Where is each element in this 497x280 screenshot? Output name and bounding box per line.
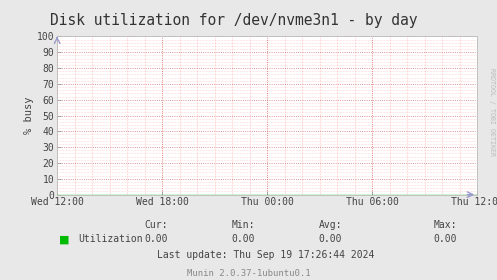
- Text: Munin 2.0.37-1ubuntu0.1: Munin 2.0.37-1ubuntu0.1: [187, 269, 310, 277]
- Text: Cur:: Cur:: [145, 220, 168, 230]
- Text: Last update: Thu Sep 19 17:26:44 2024: Last update: Thu Sep 19 17:26:44 2024: [157, 250, 375, 260]
- Text: RRDTOOL / TOBI OETIKER: RRDTOOL / TOBI OETIKER: [489, 68, 495, 156]
- Text: 0.00: 0.00: [319, 234, 342, 244]
- Text: Disk utilization for /dev/nvme3n1 - by day: Disk utilization for /dev/nvme3n1 - by d…: [50, 13, 417, 28]
- Text: Max:: Max:: [434, 220, 457, 230]
- Text: 0.00: 0.00: [145, 234, 168, 244]
- Text: 0.00: 0.00: [232, 234, 255, 244]
- Text: Min:: Min:: [232, 220, 255, 230]
- Y-axis label: % busy: % busy: [24, 97, 34, 134]
- Text: Avg:: Avg:: [319, 220, 342, 230]
- Text: ■: ■: [59, 234, 69, 244]
- Text: Utilization: Utilization: [79, 234, 143, 244]
- Text: 0.00: 0.00: [434, 234, 457, 244]
